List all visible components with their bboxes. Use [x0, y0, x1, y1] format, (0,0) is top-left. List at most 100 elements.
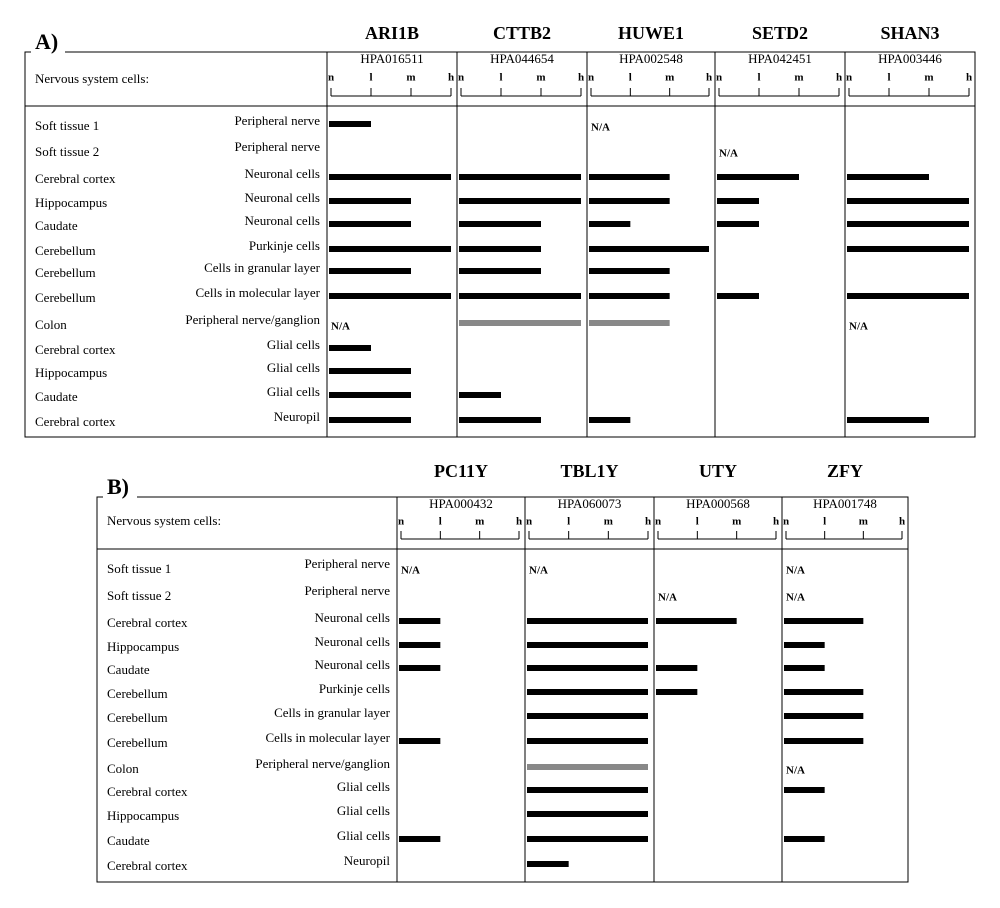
bar: [527, 836, 648, 842]
tissue-label: Hippocampus: [35, 195, 107, 210]
gene-name: PC11Y: [434, 461, 488, 481]
tissue-label: Colon: [35, 317, 67, 332]
bar: [717, 174, 799, 180]
tissue-label: Cerebral cortex: [35, 414, 116, 429]
tissue-label: Cerebellum: [35, 265, 96, 280]
gene-name: HUWE1: [618, 23, 684, 43]
tissue-label: Hippocampus: [107, 639, 179, 654]
bar: [527, 811, 648, 817]
bar: [784, 618, 864, 624]
tissue-label: Hippocampus: [107, 808, 179, 823]
tick-label: l: [757, 72, 760, 84]
antibody-id: HPA002548: [619, 51, 683, 66]
tick-label: h: [448, 72, 454, 84]
tick-label: n: [655, 516, 661, 528]
value-label: N/A: [719, 148, 738, 160]
tick-label: n: [716, 72, 722, 84]
bar: [784, 836, 825, 842]
tick-label: m: [536, 72, 545, 84]
tick-label: l: [567, 516, 570, 528]
value-label: N/A: [786, 592, 805, 604]
antibody-id: HPA000432: [429, 496, 493, 511]
tick-label: n: [458, 72, 464, 84]
row-header: Nervous system cells:: [107, 513, 221, 528]
bar: [847, 198, 969, 204]
bar: [459, 198, 581, 204]
bar: [329, 121, 371, 127]
value-label: N/A: [401, 565, 420, 577]
gene-name: ARI1B: [365, 23, 419, 43]
bar: [329, 293, 451, 299]
tick-label: l: [499, 72, 502, 84]
antibody-id: HPA044654: [490, 51, 554, 66]
tick-label: l: [629, 72, 632, 84]
tissue-label: Soft tissue 2: [35, 144, 99, 159]
antibody-id: HPA016511: [360, 51, 423, 66]
bar: [784, 738, 864, 744]
cell-type-label: Glial cells: [337, 803, 390, 818]
bar: [459, 221, 541, 227]
tick-label: n: [783, 516, 789, 528]
bar: [527, 642, 648, 648]
cell-type-label: Neuronal cells: [315, 634, 390, 649]
bar: [329, 345, 371, 351]
tick-label: m: [794, 72, 803, 84]
title-bg: [31, 48, 65, 56]
bar: [459, 320, 581, 326]
value-label: N/A: [786, 765, 805, 777]
value-label: N/A: [331, 321, 350, 333]
tissue-label: Cerebellum: [107, 686, 168, 701]
cell-type-label: Glial cells: [267, 384, 320, 399]
tick-label: h: [516, 516, 522, 528]
cell-type-label: Neuronal cells: [245, 213, 320, 228]
bar: [717, 221, 759, 227]
antibody-id: HPA003446: [878, 51, 942, 66]
panel-title: A): [35, 29, 58, 54]
tissue-label: Soft tissue 2: [107, 588, 171, 603]
bar: [784, 642, 825, 648]
bar: [459, 417, 541, 423]
bar: [527, 713, 648, 719]
tissue-label: Cerebral cortex: [107, 615, 188, 630]
bar: [589, 174, 670, 180]
bar: [527, 861, 569, 867]
tick-label: h: [645, 516, 651, 528]
bar: [656, 689, 698, 695]
bar: [656, 665, 698, 671]
bar: [847, 293, 969, 299]
bar: [847, 221, 969, 227]
title-bg: [103, 493, 137, 501]
bar: [329, 392, 411, 398]
bar: [399, 836, 441, 842]
tick-label: h: [578, 72, 584, 84]
tissue-label: Cerebral cortex: [107, 858, 188, 873]
cell-type-label: Neuronal cells: [315, 610, 390, 625]
tick-label: m: [732, 516, 741, 528]
cell-type-label: Cells in granular layer: [274, 705, 391, 720]
gene-name: TBL1Y: [560, 461, 618, 481]
cell-type-label: Glial cells: [267, 337, 320, 352]
bar: [589, 221, 631, 227]
antibody-id: HPA042451: [748, 51, 812, 66]
value-label: N/A: [849, 321, 868, 333]
tissue-label: Cerebral cortex: [107, 784, 188, 799]
row-header: Nervous system cells:: [35, 71, 149, 86]
gene-name: UTY: [699, 461, 737, 481]
bar: [329, 368, 411, 374]
cell-type-label: Glial cells: [337, 828, 390, 843]
tissue-label: Caudate: [107, 833, 150, 848]
bar: [459, 268, 541, 274]
cell-type-label: Cells in molecular layer: [195, 285, 320, 300]
bar: [589, 268, 670, 274]
tissue-label: Caudate: [107, 662, 150, 677]
bar: [399, 618, 441, 624]
gene-name: SHAN3: [880, 23, 939, 43]
bar: [527, 618, 648, 624]
tissue-label: Caudate: [35, 218, 78, 233]
bar: [589, 320, 670, 326]
bar: [527, 738, 648, 744]
tick-label: l: [369, 72, 372, 84]
tick-label: m: [859, 516, 868, 528]
tissue-label: Cerebellum: [107, 710, 168, 725]
bar: [459, 174, 581, 180]
